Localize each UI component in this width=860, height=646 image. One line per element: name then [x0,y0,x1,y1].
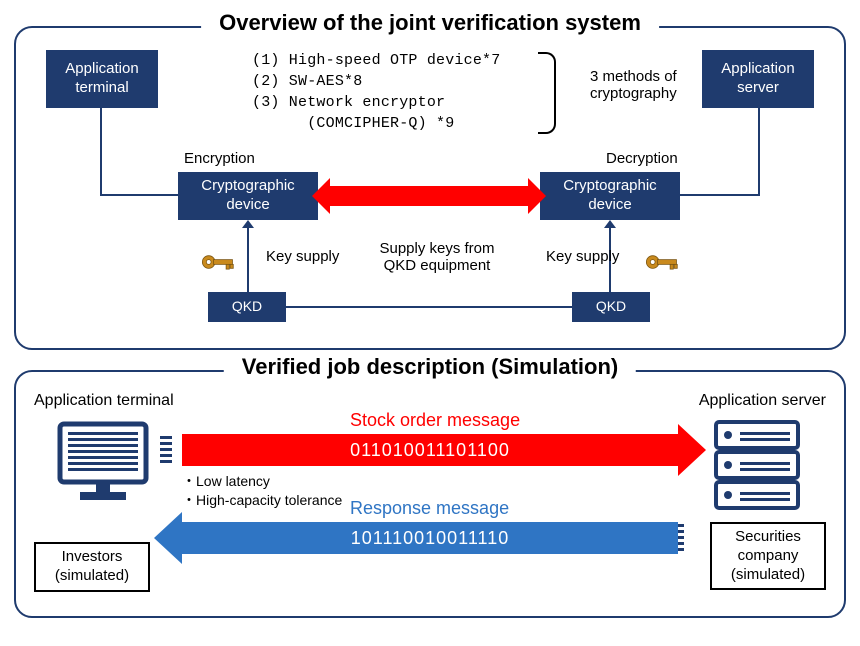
method-3b: (COMCIPHER-Q) *9 [252,113,500,134]
investors-box: Investors(simulated) [34,542,150,592]
simulation-stage: Application terminal Application server [30,392,830,602]
monitor-icon [56,420,150,509]
connector-line [100,194,178,196]
connector-line [680,194,760,196]
app-server-caption: Application server [699,392,826,410]
qkd-left: QKD [208,292,286,322]
bullet-high-capacity: ・High-capacity tolerance [182,491,342,510]
overview-panel: Overview of the joint verification syste… [14,26,846,350]
feature-bullets: ・Low latency ・High-capacity tolerance [182,472,342,510]
qkd-right: QKD [572,292,650,322]
app-terminal-box: Applicationterminal [46,50,158,108]
bullet-low-latency: ・Low latency [182,472,342,491]
simulation-title: Verified job description (Simulation) [224,354,636,380]
stock-arrow-caption: Stock order message [350,410,520,431]
methods-tag: 3 methods ofcryptography [590,68,700,102]
overview-stage: Applicationterminal Applicationserver (1… [30,44,830,334]
server-rack-icon [714,420,800,515]
key-icon [644,250,682,279]
simulation-panel: Verified job description (Simulation) Ap… [14,370,846,618]
key-supply-label-left: Key supply [266,248,339,265]
encryption-label: Encryption [184,150,255,167]
crypto-link-arrow [330,186,528,206]
response-bits: 101110010011110 [351,528,509,549]
connector-line [100,108,102,194]
overview-title: Overview of the joint verification syste… [201,10,659,36]
stock-bits: 011010011101100 [350,440,510,461]
connector-line [758,108,760,194]
decryption-label: Decryption [606,150,678,167]
app-terminal-caption: Application terminal [34,392,174,410]
key-supply-label-right: Key supply [546,248,619,265]
response-arrow: 101110010011110 [182,522,678,554]
method-3: (3) Network encryptor [252,92,500,113]
qkd-link-line [286,306,572,308]
methods-bracket [538,52,556,134]
key-icon [200,250,238,279]
stock-order-arrow: 011010011101100 [182,434,678,466]
supply-keys-text: Supply keys fromQKD equipment [372,240,502,274]
crypto-device-left: Cryptographicdevice [178,172,318,220]
crypto-methods-list: (1) High-speed OTP device*7 (2) SW-AES*8… [252,50,500,134]
method-2: (2) SW-AES*8 [252,71,500,92]
response-arrow-caption: Response message [350,498,509,519]
key-supply-arrow-left [247,228,249,292]
method-1: (1) High-speed OTP device*7 [252,50,500,71]
app-server-box: Applicationserver [702,50,814,108]
securities-box: Securitiescompany(simulated) [710,522,826,590]
crypto-device-right: Cryptographicdevice [540,172,680,220]
signal-lines-left [160,436,172,463]
